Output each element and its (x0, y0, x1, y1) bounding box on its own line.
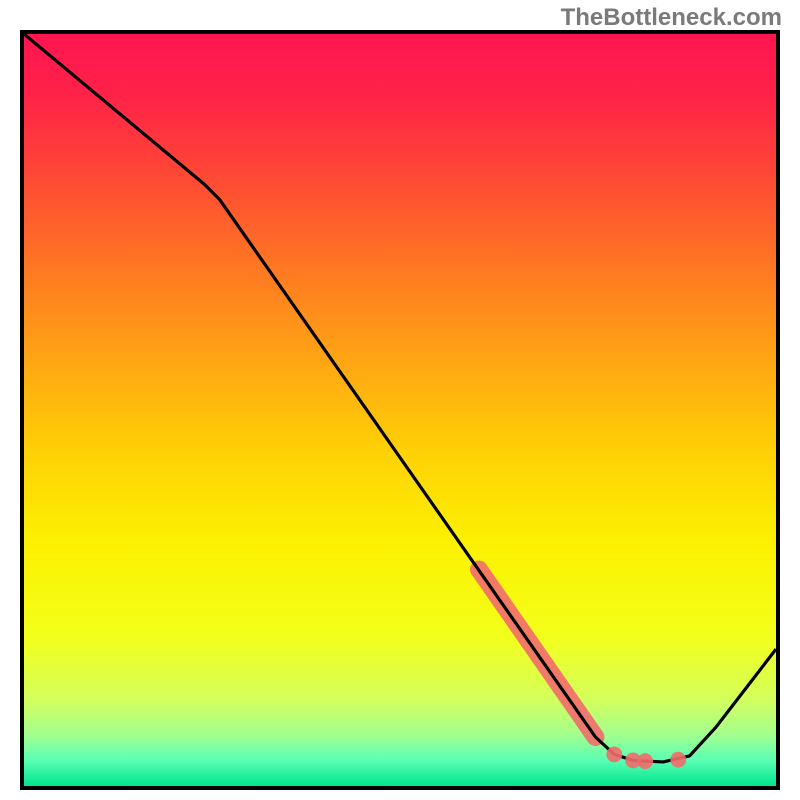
main-curve (24, 34, 776, 762)
highlight-dot (637, 753, 653, 769)
watermark-text: TheBottleneck.com (561, 4, 782, 32)
highlight-dots (606, 747, 686, 770)
chart-container (20, 30, 780, 790)
chart-svg (24, 34, 776, 786)
highlight-dot (670, 752, 686, 768)
highlight-dot (606, 747, 622, 763)
